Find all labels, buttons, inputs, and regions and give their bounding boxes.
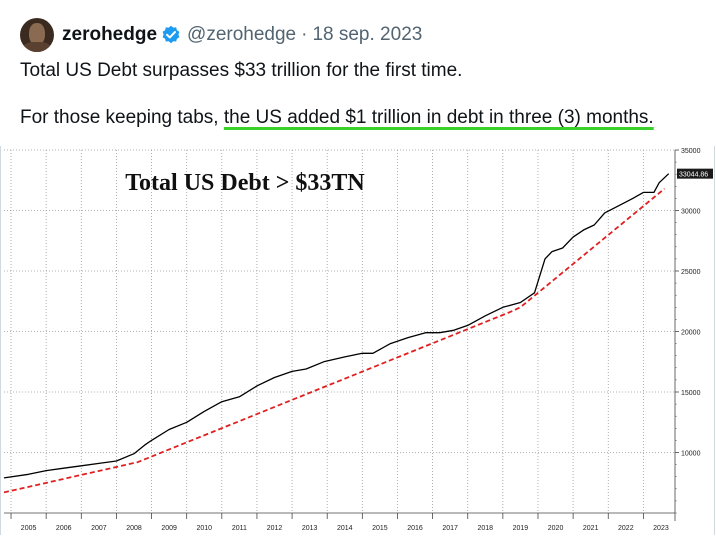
tweet-header: zerohedge @zerohedge · 18 sep. 2023 (20, 17, 422, 53)
author-handle[interactable]: @zerohedge (187, 24, 297, 45)
y-tick-label: 25000 (681, 269, 701, 276)
debt-series-line (3, 173, 670, 479)
tweet-text-highlight: the US added $1 trillion in debt in thre… (223, 107, 654, 128)
avatar-face (29, 23, 45, 45)
y-tick-label: 35000 (681, 148, 701, 155)
x-tick-label: 2008 (126, 525, 142, 532)
tweet-text-line2: For those keeping tabs, the US added $1 … (20, 106, 654, 130)
last-value-box (677, 168, 713, 179)
x-tick-label: 2012 (267, 525, 283, 532)
x-tick-label: 2017 (442, 525, 458, 532)
x-tick-label: 2020 (548, 525, 564, 532)
tweet-text-line1: Total US Debt surpasses $33 trillion for… (20, 60, 463, 81)
x-tick-label: 2013 (302, 525, 318, 532)
author-name[interactable]: zerohedge (62, 24, 158, 45)
x-tick-label: 2022 (618, 525, 634, 532)
last-value-tag: 33044.86 (677, 168, 713, 179)
chart-grid (4, 149, 675, 513)
tweet-text-prefix: For those keeping tabs, (20, 107, 224, 128)
x-tick-label: 2023 (653, 525, 669, 532)
y-tick-label: 30000 (681, 209, 701, 216)
avatar[interactable] (20, 18, 54, 52)
x-tick-label: 2009 (161, 525, 177, 532)
x-tick-label: 2015 (372, 525, 388, 532)
chart-title: Total US Debt > $33TN (125, 170, 365, 196)
avatar-body (23, 42, 51, 52)
trend-line-dashed (3, 188, 666, 494)
x-tick-label: 2016 (407, 525, 423, 532)
y-tick-label: 10000 (681, 451, 701, 458)
x-tick-label: 2019 (513, 525, 529, 532)
x-tick-label: 2011 (232, 525, 247, 532)
separator-dot: · (301, 24, 308, 45)
last-value-label: 33044.86 (679, 172, 708, 179)
chart-series (3, 173, 670, 494)
chart-axes: 10000 15000 20000 25000 30000 35000 2005 2006 20… (4, 148, 713, 532)
x-tick-label: 2010 (196, 525, 212, 532)
x-tick-label: 2005 (21, 525, 37, 532)
x-tick-label: 2021 (583, 525, 599, 532)
debt-chart[interactable]: 10000 15000 20000 25000 30000 35000 2005 2006 20… (0, 146, 716, 536)
verified-badge-icon (161, 25, 181, 45)
y-tick-label: 20000 (681, 330, 701, 337)
tweet-date[interactable]: 18 sep. 2023 (312, 24, 423, 45)
media-border (0, 146, 715, 535)
x-tick-label: 2006 (56, 525, 72, 532)
x-tick-label: 2014 (337, 525, 353, 532)
x-tick-label: 2007 (91, 525, 107, 532)
y-tick-label: 15000 (681, 390, 701, 397)
x-tick-label: 2018 (478, 525, 494, 532)
